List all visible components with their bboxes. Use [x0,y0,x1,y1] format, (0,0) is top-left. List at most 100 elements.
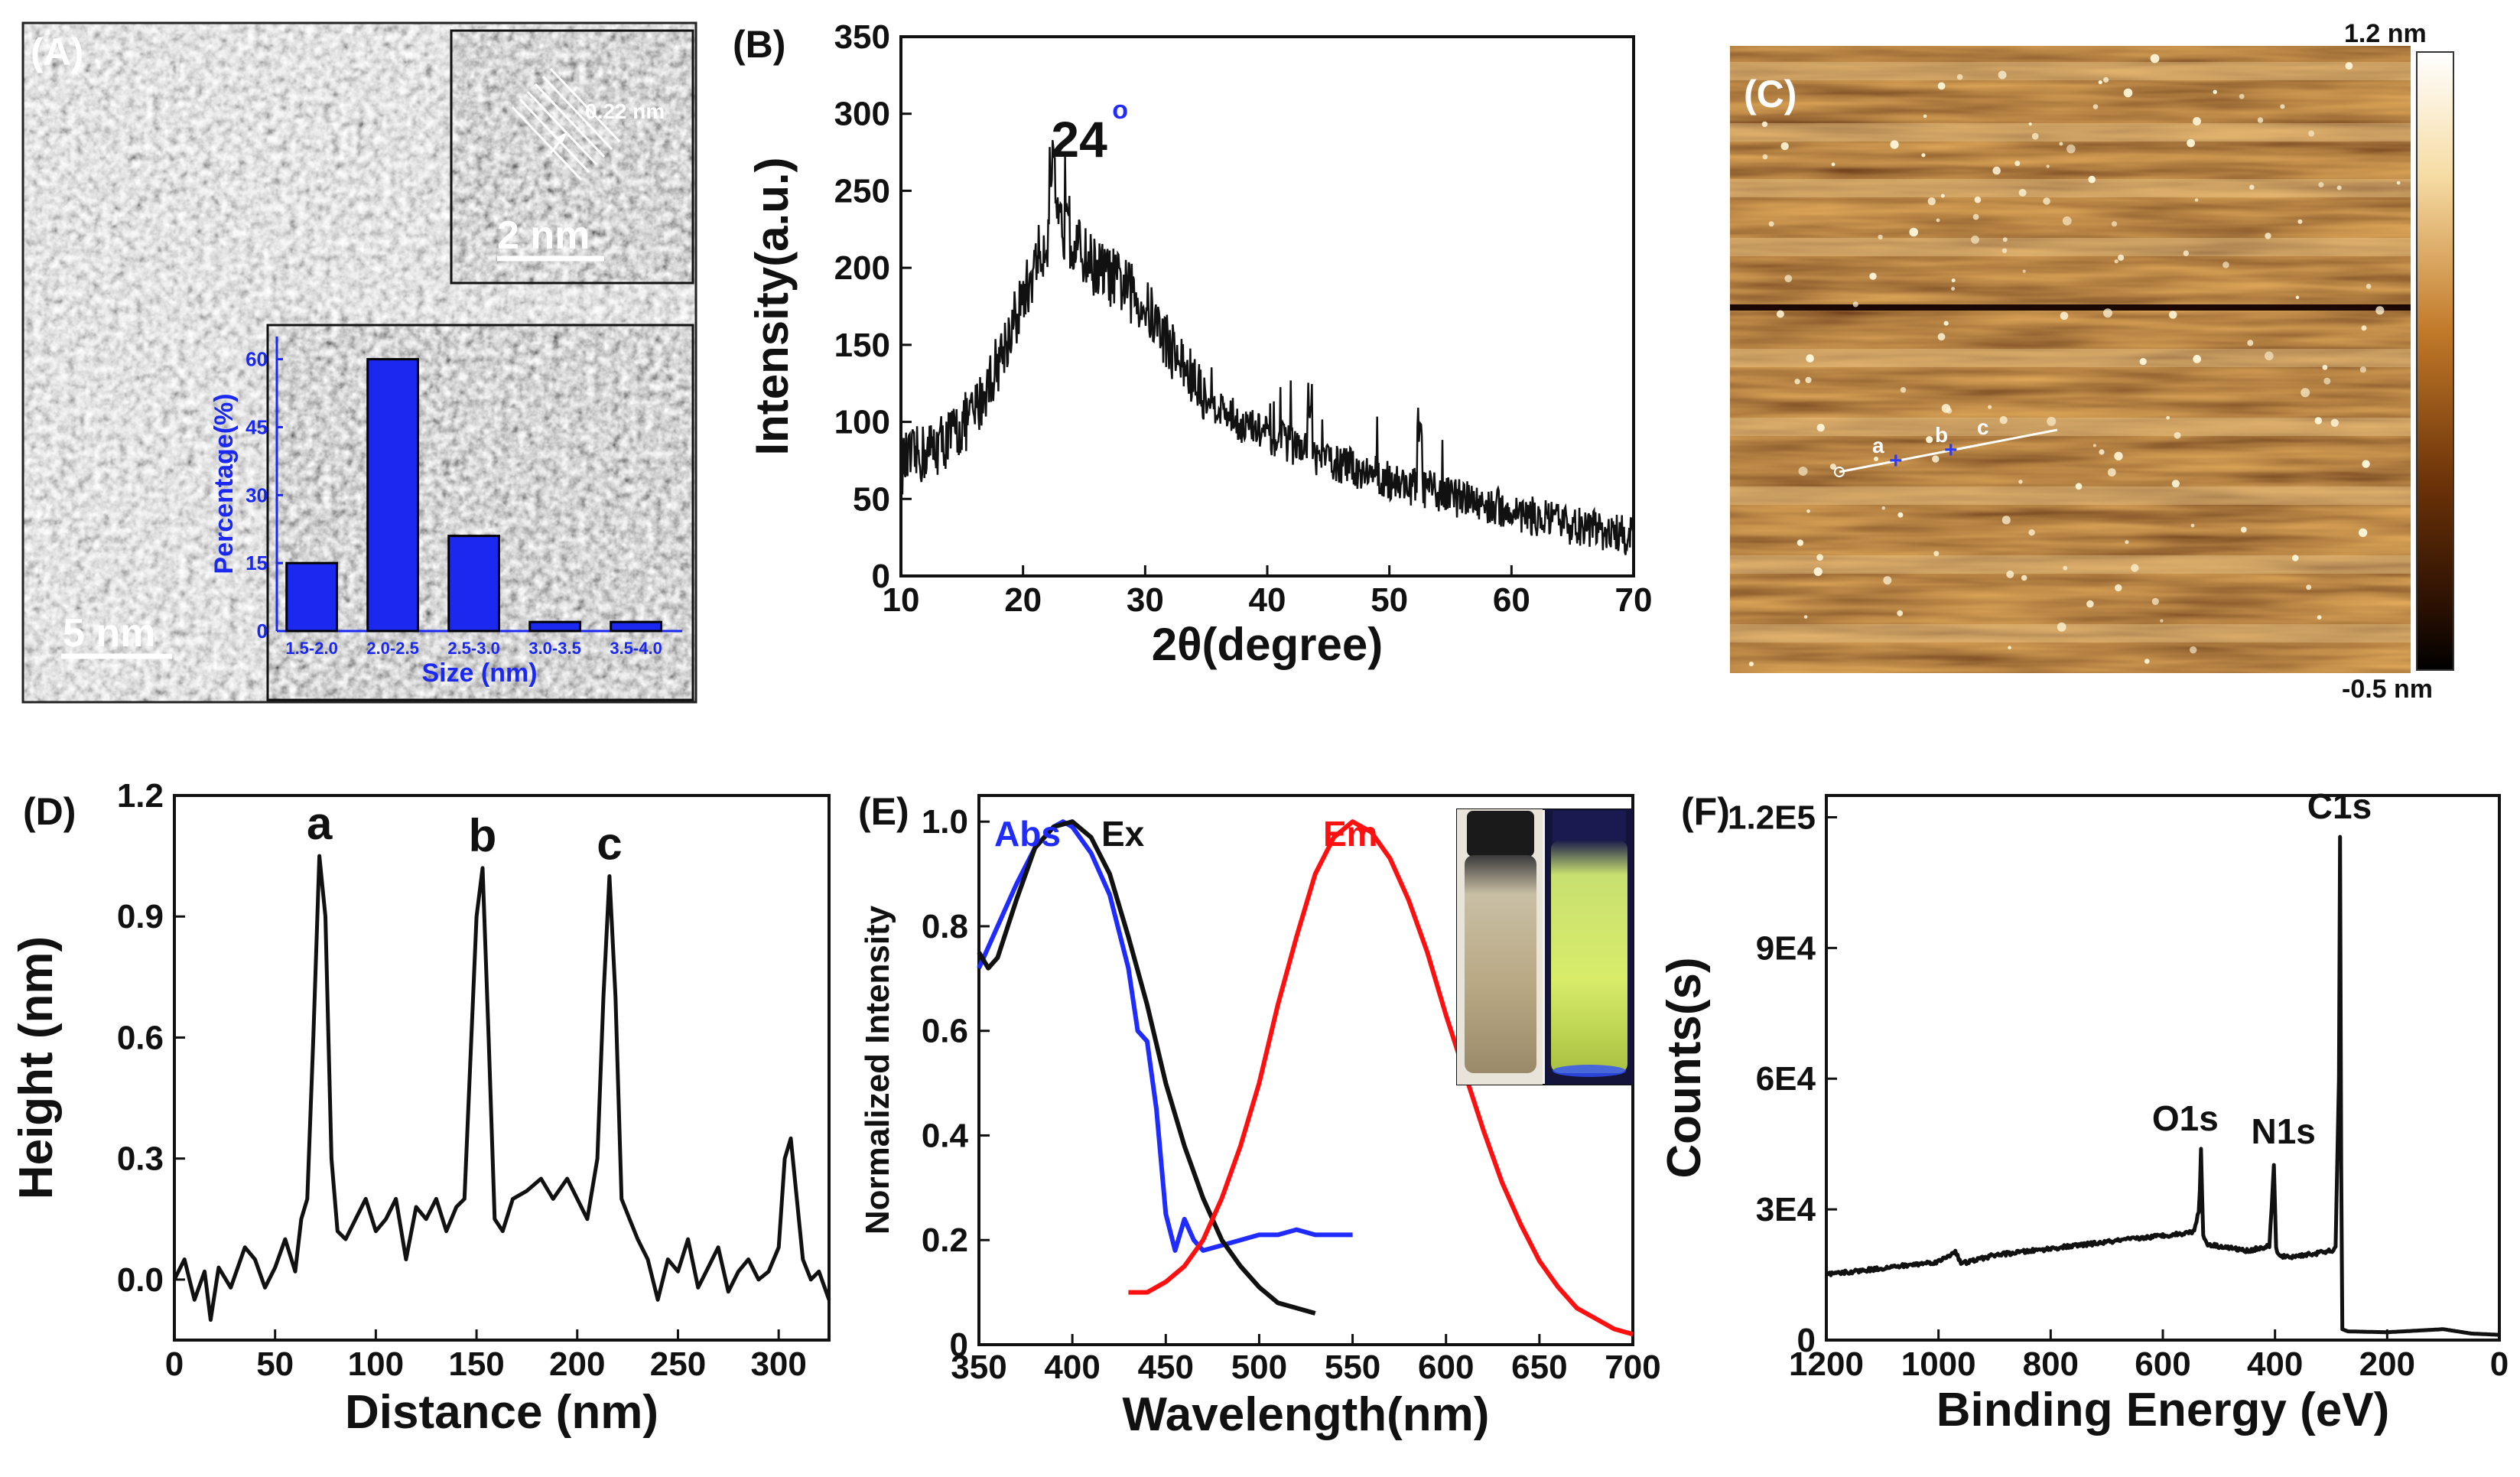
afm-particle [2297,219,2303,224]
vial-photo [1456,808,1634,1085]
x-tick-label: 550 [1325,1348,1380,1386]
xrd-peak-label: 24 [1051,111,1107,168]
afm-particle [2139,358,2147,366]
afm-particle [1951,278,1956,283]
afm-stripe [1730,179,2411,197]
x-tick-label: 50 [256,1345,294,1383]
afm-particle [1881,506,1886,510]
xrd-curve [899,140,1634,555]
y-axis-label: Height (nm) [10,936,63,1199]
y-tick-label: 100 [834,404,890,441]
afm-particle [2361,325,2367,331]
afm-particle [2247,340,2254,346]
afm-particle [2014,161,2021,167]
afm-particle [1761,121,1768,128]
afm-particle [2308,130,2315,137]
hist-bar [610,620,662,633]
afm-particle [2006,570,2014,578]
afm-particle [1936,218,1940,223]
afm-colorbar [2416,51,2454,671]
x-tick-label: 600 [2135,1345,2190,1383]
afm-particle [2330,418,2339,427]
panel-e: (E) 350 400 450 500 550 600 650 700 0 0.2 0.4 0.6 0.… [858,790,1661,1441]
x-tick-label: 0 [165,1345,184,1383]
afm-particle [2075,483,2083,490]
peak-label: a [307,798,333,849]
peak-label-n1s: N1s [2251,1111,2315,1151]
x-tick-label: 60 [1493,581,1530,619]
afm-particle [2001,516,2011,525]
afm-particle [2396,181,2401,185]
afm-particle [1999,416,2008,425]
y-tick-label: 150 [834,327,890,364]
afm-particle [2103,308,2112,318]
x-tick-label: 1000 [1901,1345,1976,1383]
afm-particle [2318,181,2324,188]
hist-bar [447,535,500,633]
y-tick-label: 0.6 [922,1013,968,1050]
afm-particle [2151,597,2159,606]
afm-particle [2092,104,2099,109]
afm-particle [2291,555,2299,561]
afm-particle [2366,284,2372,289]
y-tick-label: 0 [950,1326,968,1364]
afm-particle [1852,301,1858,307]
xrd-degree-symbol: o [1112,96,1128,125]
afm-particle [2008,646,2011,649]
afm-particle [2306,584,2312,590]
afm-particle [2092,444,2096,447]
afm-particle [2114,451,2123,460]
afm-particle [2022,269,2026,273]
x-tick-label: 20 [1004,581,1042,619]
x-axis-label: Wavelength(nm) [1123,1388,1490,1441]
plot-frame [899,35,1635,577]
afm-particle [1776,310,1784,318]
x-tick-label: 700 [1605,1348,1660,1386]
y-tick-label: 300 [834,96,890,133]
afm-particle [2059,142,2063,146]
afm-particle [2168,311,2177,319]
afm-particle [2123,88,2133,98]
afm-particle [2322,364,2328,370]
x-tick-label: 250 [650,1345,706,1383]
hist-y-tick-label: 30 [245,483,268,506]
x-tick-label: 1200 [1789,1345,1864,1383]
main-scale-label: 5 nm [63,611,155,656]
y-axis-label: Normalized Intensity [859,905,896,1235]
afm-particle [2118,254,2125,261]
peak-label-c1s: C1s [2307,786,2372,826]
panel-label-b: (B) [733,23,785,66]
spectrum-ex [977,819,1316,1316]
afm-particle [1794,379,1800,385]
afm-particle [1869,272,1877,280]
spectrum-em [1128,819,1634,1337]
afm-particle [1897,610,1904,617]
y-tick-label: 250 [834,172,890,210]
afm-particle [1890,140,1899,149]
plot-frame [173,794,831,1342]
panel-label-d: (D) [23,790,76,833]
y-tick-label: 0.0 [117,1261,164,1299]
plot-frame [1825,794,2501,1342]
hist-x-tick-label: 2.5-3.0 [447,639,500,658]
peak-label: c [597,818,622,869]
afm-particle [2166,415,2170,420]
afm-particle [1797,539,1804,546]
panel-b: (B) 10 20 30 40 50 60 70 0 50 100 150 200 250 300 350 2… [733,18,1652,670]
afm-particle [1784,275,1793,283]
y-tick-label: 3E4 [1756,1191,1816,1228]
afm-particle [1813,567,1823,577]
afm-particle [1927,197,1936,206]
hist-bar [285,561,338,633]
afm-particle [1762,154,1768,160]
afm-particle [1956,73,1963,80]
afm-particle [1874,457,1878,461]
xps-survey-curve [1826,834,2500,1337]
afm-particle [2323,377,2331,385]
lattice-fringes [511,67,621,181]
afm-particle [2043,197,2050,205]
afm-particle [2336,185,2342,190]
afm-particle [2028,529,2035,536]
afm-particle [2193,355,2202,363]
x-tick-label: 200 [2359,1345,2415,1383]
